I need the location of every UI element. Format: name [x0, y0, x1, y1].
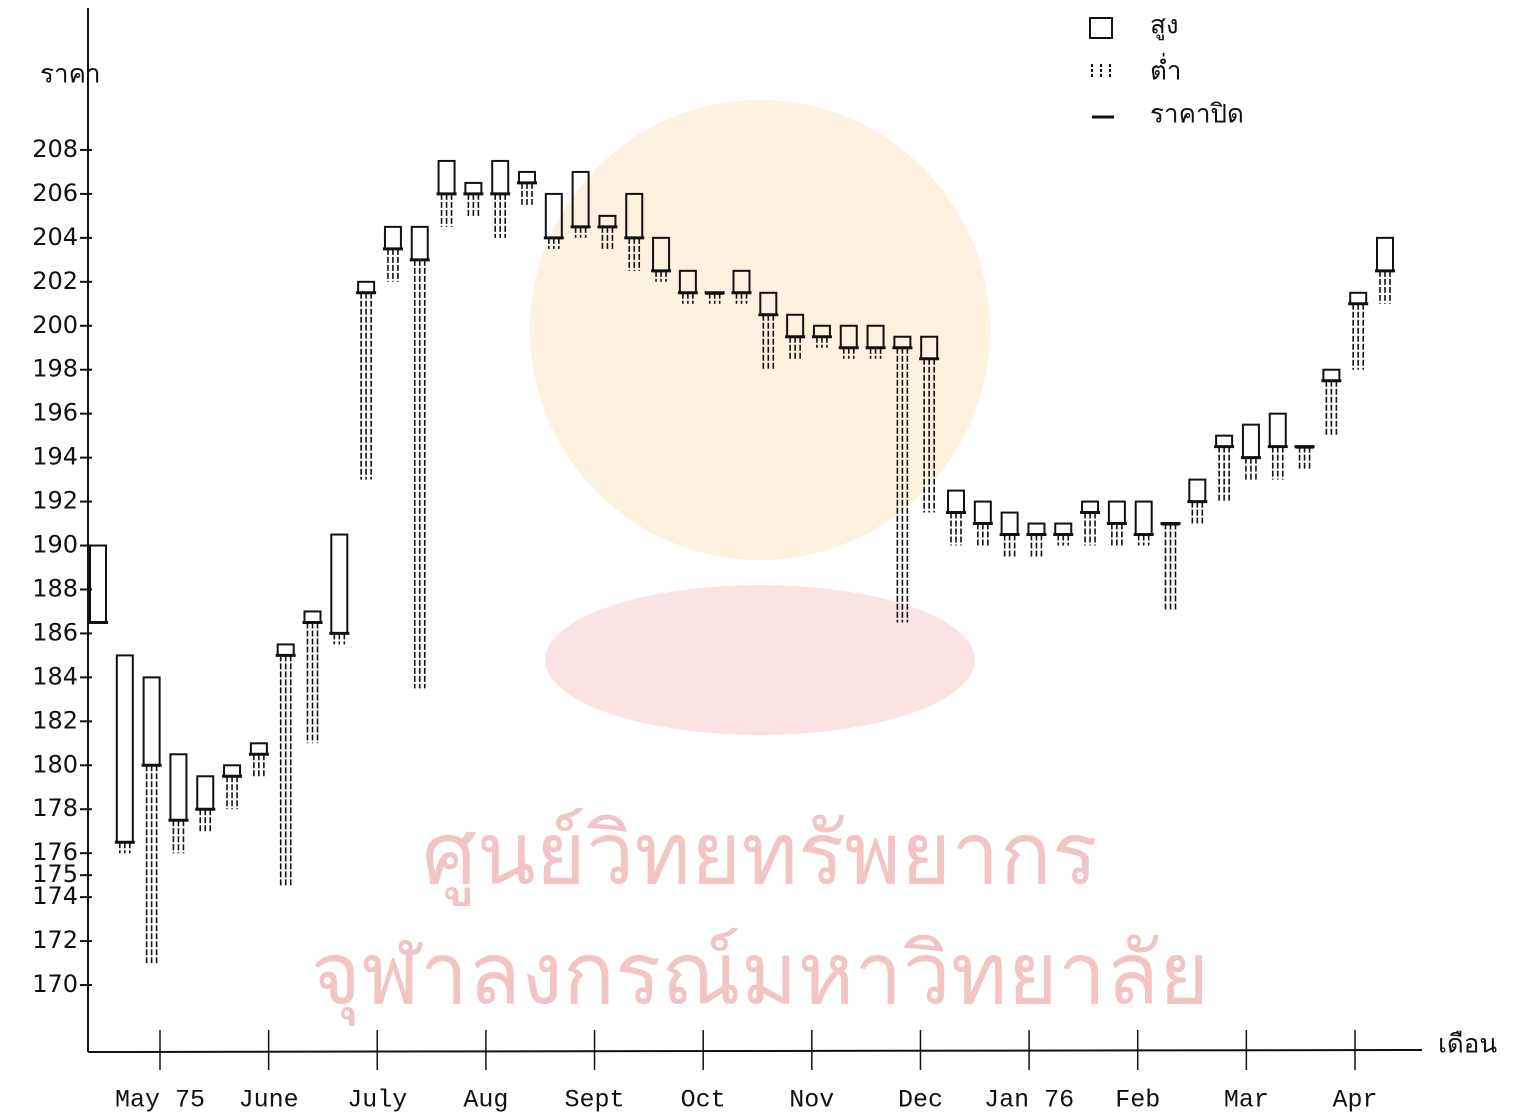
- watermark-text: จุฬาลงกรณ์มหาวิทยาลัย: [311, 924, 1210, 1026]
- x-tick-label: June: [239, 1086, 299, 1115]
- high-box: [1215, 434, 1234, 448]
- y-tick-label: 208: [32, 135, 78, 163]
- x-tick-label: May 75: [115, 1086, 205, 1115]
- legend-high: สูง: [1150, 11, 1179, 41]
- legend-high-symbol: [1089, 17, 1113, 39]
- high-box: [1107, 500, 1126, 525]
- y-tick-label: 172: [32, 926, 78, 954]
- x-tick-label: Oct: [681, 1086, 726, 1115]
- high-box: [169, 753, 188, 822]
- legend-low: ต่ำ: [1150, 53, 1181, 87]
- high-box: [383, 225, 402, 250]
- high-box: [491, 159, 510, 195]
- x-tick-label: Jan 76: [984, 1086, 1074, 1115]
- high-box: [1081, 500, 1100, 514]
- y-tick-label: 182: [32, 706, 78, 734]
- high-box: [1376, 236, 1394, 272]
- high-box: [1000, 511, 1019, 536]
- y-tick-label: 192: [32, 487, 78, 515]
- high-box: [303, 610, 322, 624]
- y-tick-label: 194: [32, 443, 78, 471]
- high-box: [437, 159, 456, 195]
- high-box: [196, 775, 215, 811]
- y-tick-label: 180: [32, 750, 78, 778]
- y-tick-label: 202: [32, 267, 78, 295]
- high-box: [464, 181, 483, 195]
- high-box: [518, 170, 536, 184]
- x-tick-label: Dec: [898, 1086, 943, 1115]
- x-axis: [87, 1049, 1423, 1053]
- y-tick-label: 174: [32, 882, 78, 910]
- y-tick-label: 186: [32, 618, 78, 646]
- y-tick-label: 206: [32, 179, 78, 207]
- watermark-emblem-base: [545, 585, 975, 735]
- high-box: [89, 544, 107, 624]
- high-box: [115, 654, 134, 844]
- x-axis-label: เดือน: [1438, 1030, 1497, 1060]
- high-box: [142, 676, 161, 767]
- y-tick-label: 184: [32, 662, 78, 690]
- high-box: [410, 225, 429, 261]
- high-box: [249, 742, 268, 756]
- legend-low-symbol: [1091, 64, 1111, 78]
- y-tick-label: 196: [32, 399, 78, 427]
- y-tick-label: 170: [32, 970, 78, 998]
- watermark-emblem: [530, 100, 990, 560]
- y-tick-label: 204: [32, 223, 78, 251]
- high-box: [357, 280, 376, 294]
- x-tick-label: July: [347, 1086, 407, 1115]
- y-tick-label: 176: [32, 838, 78, 866]
- x-tick-label: Sept: [565, 1086, 625, 1115]
- high-box: [1188, 478, 1207, 503]
- high-box: [1322, 368, 1341, 382]
- x-tick-label: Nov: [789, 1086, 834, 1115]
- y-tick-label: 198: [32, 355, 78, 383]
- x-tick-label: Aug: [463, 1086, 508, 1115]
- high-box: [947, 489, 965, 514]
- high-box: [1134, 500, 1153, 536]
- high-box: [1241, 423, 1260, 459]
- high-box: [1054, 522, 1073, 536]
- x-tick-label: Feb: [1115, 1086, 1160, 1115]
- y-tick-label: 190: [32, 531, 78, 559]
- high-box: [223, 764, 242, 778]
- y-tick-label: 178: [32, 794, 78, 822]
- high-box: [1027, 522, 1046, 536]
- high-box: [1268, 412, 1287, 448]
- x-tick-label: Mar: [1224, 1086, 1269, 1115]
- y-axis-label: ราคา: [40, 60, 101, 90]
- x-tick-label: Apr: [1332, 1086, 1377, 1115]
- watermark-text: ศูนย์วิทยทรัพยากร: [422, 804, 1098, 906]
- high-box: [276, 643, 295, 657]
- high-box: [330, 533, 349, 635]
- legend-close: ราคาปิด: [1150, 100, 1244, 130]
- y-tick-label: 200: [32, 311, 78, 339]
- y-tick-label: 188: [32, 574, 78, 602]
- high-box: [1349, 291, 1368, 305]
- high-box: [973, 500, 992, 525]
- y-tick-label: 175: [32, 860, 78, 888]
